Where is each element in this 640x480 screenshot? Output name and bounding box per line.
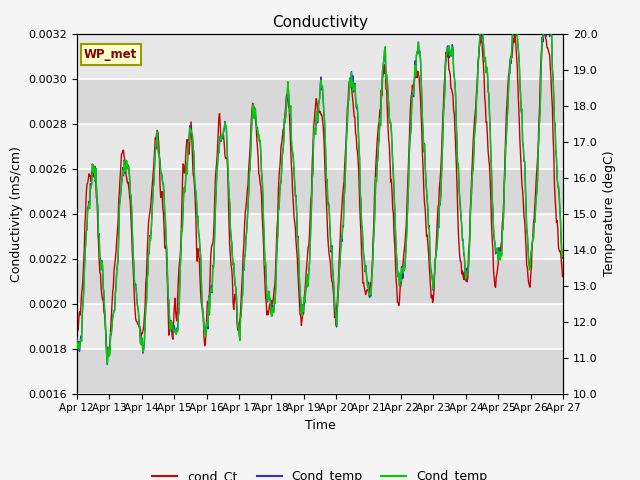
- Cond_temp: [104, 360, 111, 366]
- Cond_temp: [82, 242, 90, 248]
- Bar: [77, 79, 563, 123]
- cond_Ct: [82, 210, 90, 216]
- Cond_temp: [104, 361, 111, 367]
- cond_Ct: [559, 272, 567, 278]
- cond_Ct: [105, 350, 113, 356]
- Y-axis label: Conductivity (mS/cm): Conductivity (mS/cm): [10, 145, 22, 282]
- Bar: [77, 168, 563, 214]
- Bar: [77, 34, 563, 79]
- Cond_temp: [476, 31, 484, 36]
- Bar: [77, 214, 563, 259]
- Cond_temp: [182, 176, 189, 181]
- cond_Ct: [394, 300, 401, 305]
- cond_Ct: [380, 72, 387, 77]
- Cond_temp: [182, 175, 189, 181]
- Cond_temp: [207, 286, 215, 291]
- Cond_temp: [73, 340, 81, 346]
- Cond_temp: [82, 241, 90, 247]
- Bar: [77, 259, 563, 303]
- Cond_temp: [394, 269, 401, 275]
- Cond_temp: [380, 61, 387, 67]
- Y-axis label: Temperature (degC): Temperature (degC): [604, 151, 616, 276]
- Line: Cond_temp: Cond_temp: [77, 34, 563, 363]
- Title: Conductivity: Conductivity: [272, 15, 368, 30]
- Text: WP_met: WP_met: [84, 48, 138, 61]
- Cond_temp: [559, 251, 567, 256]
- cond_Ct: [182, 153, 189, 158]
- Legend: cond_Ct, Cond_temp, Cond_temp: cond_Ct, Cond_temp, Cond_temp: [147, 465, 493, 480]
- Bar: [77, 348, 563, 394]
- cond_Ct: [73, 340, 81, 346]
- Line: Cond_temp: Cond_temp: [77, 34, 563, 364]
- Cond_temp: [380, 62, 387, 68]
- cond_Ct: [207, 244, 215, 250]
- Cond_temp: [73, 336, 81, 341]
- Bar: [77, 123, 563, 168]
- X-axis label: Time: Time: [305, 419, 335, 432]
- Cond_temp: [132, 288, 140, 294]
- Line: cond_Ct: cond_Ct: [77, 34, 563, 353]
- Cond_temp: [132, 288, 140, 294]
- Cond_temp: [394, 274, 401, 279]
- cond_Ct: [477, 31, 484, 36]
- Cond_temp: [559, 249, 567, 254]
- Cond_temp: [207, 282, 215, 288]
- cond_Ct: [132, 318, 140, 324]
- Bar: [77, 303, 563, 348]
- Cond_temp: [476, 31, 484, 36]
